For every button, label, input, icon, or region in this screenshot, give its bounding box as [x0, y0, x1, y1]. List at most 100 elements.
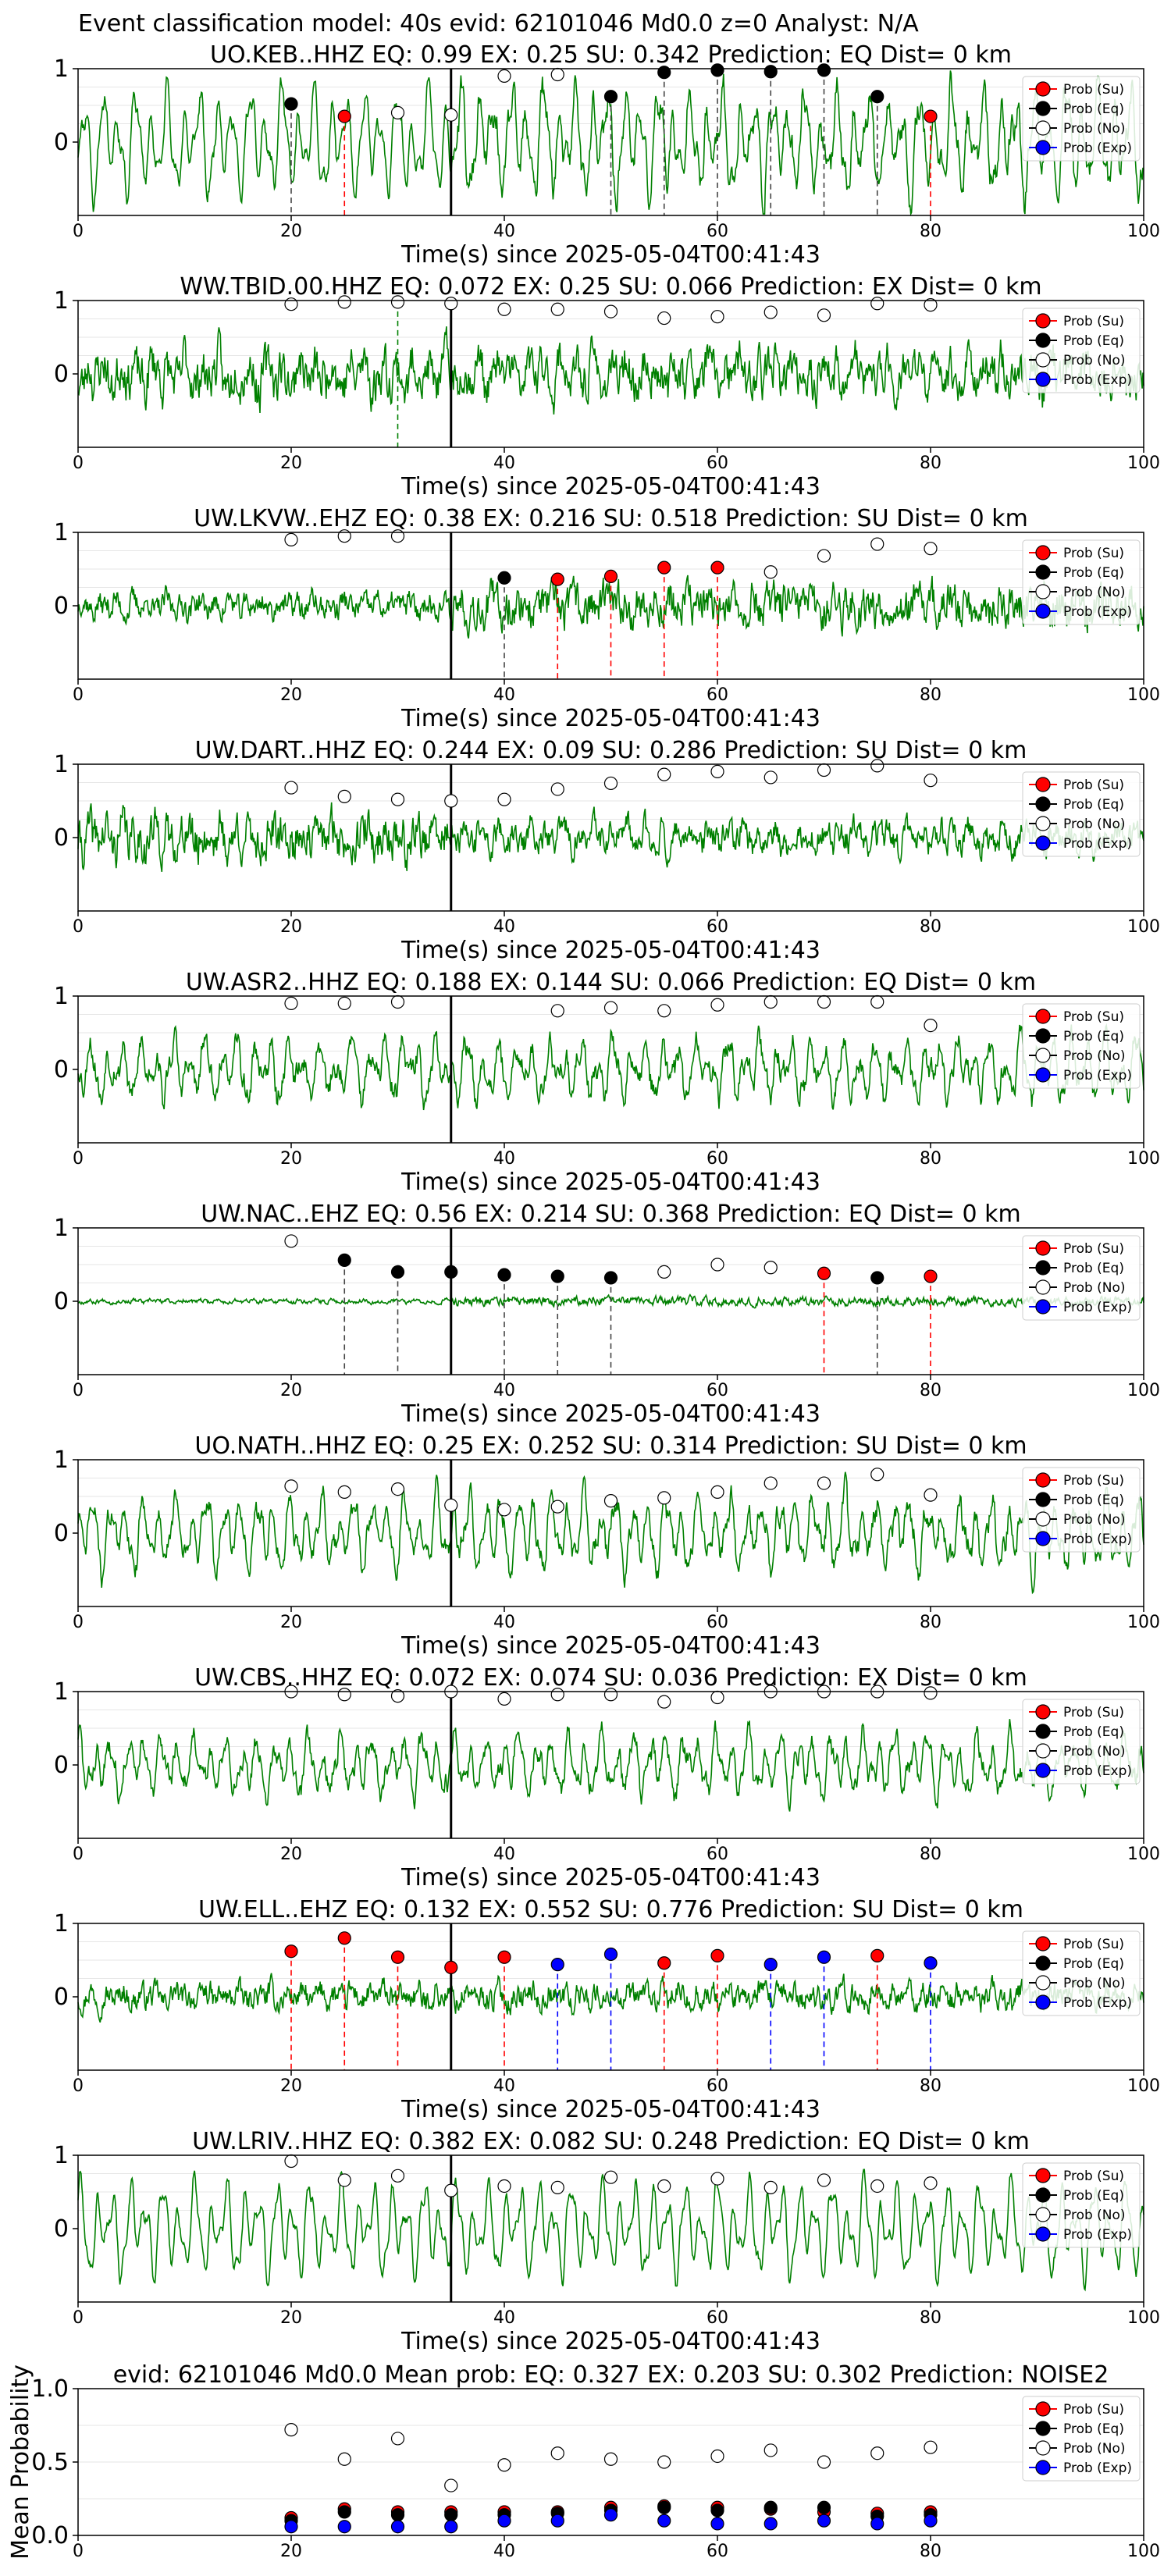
y-tick-label-1: 0.0 — [31, 2522, 69, 2549]
legend-marker-no — [1035, 1975, 1051, 1991]
legend-marker-su — [1035, 1936, 1051, 1952]
legend-label-su: Prob (Su) — [1063, 1937, 1124, 1952]
y-tick-label-2: 1 — [54, 1215, 69, 1242]
prob-marker-4 — [444, 108, 458, 122]
mean-marker-exp-5 — [497, 2514, 511, 2528]
legend-label-exp: Prob (Exp) — [1063, 141, 1132, 156]
prob-marker-5 — [497, 792, 511, 806]
legend-marker-eq — [1035, 2421, 1051, 2436]
prob-marker-5 — [497, 1503, 511, 1517]
prob-marker-9 — [710, 1690, 724, 1705]
panel-title: UW.ASR2..HHZ EQ: 0.188 EX: 0.144 SU: 0.0… — [186, 969, 1036, 996]
legend-box — [1022, 1930, 1141, 2016]
prob-marker-2 — [337, 529, 351, 543]
prob-marker-1 — [284, 97, 298, 111]
x-tick-label-2: 20 — [280, 1845, 302, 1864]
legend-label-exp: Prob (Exp) — [1063, 836, 1132, 852]
y-tick-label-1: 0 — [54, 361, 69, 388]
y-tick-label-1: 0 — [54, 1520, 69, 1547]
legend-box — [1022, 2396, 1141, 2482]
legend-marker-eq — [1035, 2187, 1051, 2203]
legend-label-no: Prob (No) — [1063, 353, 1126, 368]
mean-marker-exp-11 — [817, 2514, 831, 2528]
mean-marker-eq-3 — [390, 2508, 405, 2522]
panel-title: UW.LRIV..HHZ EQ: 0.382 EX: 0.082 SU: 0.2… — [192, 2128, 1030, 2155]
prob-marker-4 — [444, 297, 458, 311]
x-tick-label-2: 20 — [280, 454, 302, 473]
x-tick-label-1: 0 — [73, 2542, 84, 2561]
prob-marker-2 — [337, 2173, 351, 2187]
prob-marker-13 — [924, 774, 938, 788]
legend-label-no: Prob (No) — [1063, 121, 1126, 137]
mean-marker-eq-9 — [710, 2503, 724, 2517]
prob-marker-10 — [763, 2180, 778, 2194]
legend-marker-su — [1035, 1704, 1051, 1720]
prob-marker-6 — [550, 1958, 564, 1972]
legend-label-su: Prob (Su) — [1063, 1473, 1124, 1489]
legend-marker-no — [1035, 1511, 1051, 1527]
prob-marker-1 — [284, 532, 298, 547]
x-tick-label-1: 0 — [73, 1381, 84, 1400]
x-tick-label-2: 20 — [280, 917, 302, 937]
prob-marker-4 — [444, 1498, 458, 1512]
x-tick-label-5: 80 — [920, 1845, 941, 1864]
prob-marker-3 — [390, 1950, 405, 1964]
mean-marker-exp-4 — [444, 2520, 458, 2534]
x-tick-label-1: 0 — [73, 1845, 84, 1864]
prob-marker-8 — [657, 1491, 671, 1505]
prob-marker-9 — [710, 1258, 724, 1272]
prob-marker-4 — [550, 1004, 564, 1018]
prob-marker-2 — [337, 109, 351, 123]
legend-box — [1022, 1003, 1141, 1089]
x-tick-label-4: 60 — [707, 1149, 728, 1169]
x-tick-label-4: 60 — [707, 454, 728, 473]
x-axis-label: Time(s) since 2025-05-04T00:41:43 — [400, 1169, 820, 1196]
mean-marker-exp-13 — [924, 2514, 938, 2528]
x-axis-label: Time(s) since 2025-05-04T00:41:43 — [400, 705, 820, 732]
y-tick-label-2: 1 — [54, 1446, 69, 1474]
x-tick-label-4: 60 — [707, 2076, 728, 2096]
prob-marker-11 — [817, 1476, 831, 1490]
panel-title: UO.KEB..HHZ EQ: 0.99 EX: 0.25 SU: 0.342 … — [210, 41, 1012, 69]
panel-1: UO.KEB..HHZ EQ: 0.99 EX: 0.25 SU: 0.342 … — [54, 41, 1160, 269]
prob-marker-7 — [603, 90, 618, 104]
x-tick-label-3: 40 — [493, 2542, 515, 2561]
x-tick-label-4: 60 — [707, 1845, 728, 1864]
legend-label-exp: Prob (Exp) — [1063, 1532, 1132, 1547]
mean-marker-exp-3 — [390, 2520, 405, 2534]
prob-marker-13 — [924, 2176, 938, 2190]
legend-label-exp: Prob (Exp) — [1063, 1300, 1132, 1315]
prob-marker-7 — [603, 1947, 618, 1962]
mean-marker-exp-12 — [870, 2517, 884, 2531]
legend-label-exp: Prob (Exp) — [1063, 604, 1132, 620]
legend-box — [1022, 1467, 1141, 1553]
prob-marker-10 — [763, 1958, 778, 1972]
y-tick-label-1: 0 — [54, 129, 69, 156]
x-tick-label-5: 80 — [920, 2542, 941, 2561]
prob-marker-4 — [444, 2183, 458, 2197]
panel-title: evid: 62101046 Md0.0 Mean prob: EQ: 0.32… — [113, 2361, 1109, 2389]
prob-marker-9 — [710, 2172, 724, 2186]
prob-marker-4 — [444, 794, 458, 808]
y-tick-label-1: 0 — [54, 1752, 69, 1779]
prob-marker-1 — [284, 1944, 298, 1959]
mean-marker-exp-10 — [763, 2517, 778, 2531]
prob-marker-12 — [870, 90, 884, 104]
legend-marker-no — [1035, 1048, 1051, 1063]
prob-marker-5 — [497, 1692, 511, 1706]
prob-marker-4 — [444, 1960, 458, 1974]
prob-marker-6 — [603, 569, 618, 584]
y-tick-label-3: 1.0 — [31, 2375, 69, 2403]
y-tick-label-2: 1 — [54, 55, 69, 83]
legend-box — [1022, 1699, 1141, 1784]
x-tick-label-2: 20 — [280, 222, 302, 241]
prob-marker-4 — [497, 571, 511, 585]
legend-marker-eq — [1035, 333, 1051, 348]
prob-marker-9 — [710, 310, 724, 324]
x-tick-label-2: 20 — [280, 2308, 302, 2328]
prob-marker-12 — [870, 297, 884, 311]
x-tick-label-5: 80 — [920, 1149, 941, 1169]
prob-marker-8 — [710, 560, 724, 575]
mean-marker-no-3 — [390, 2432, 405, 2446]
x-tick-label-1: 0 — [73, 1149, 84, 1169]
